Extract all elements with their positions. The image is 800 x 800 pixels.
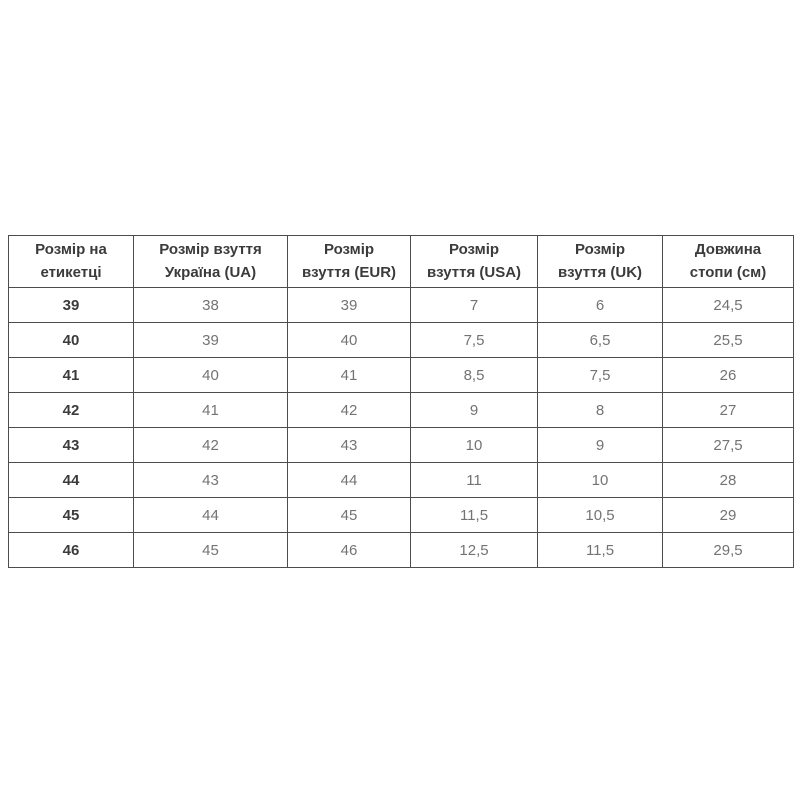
cell-foot-length: 29 xyxy=(662,497,794,533)
cell-foot-length: 28 xyxy=(662,462,794,498)
cell-ua-size: 38 xyxy=(133,287,288,323)
column-header-label-size: Розмір на етикетці xyxy=(8,235,134,288)
cell-label-size: 45 xyxy=(8,497,134,533)
table-row: 44 43 44 11 10 28 xyxy=(8,462,794,498)
cell-uk-size: 6 xyxy=(537,287,663,323)
cell-eur-size: 44 xyxy=(287,462,411,498)
cell-foot-length: 29,5 xyxy=(662,532,794,568)
cell-label-size: 40 xyxy=(8,322,134,358)
column-header-eur-size: Розмір взуття (EUR) xyxy=(287,235,411,288)
table-row: 42 41 42 9 8 27 xyxy=(8,392,794,428)
cell-usa-size: 9 xyxy=(410,392,538,428)
column-header-uk-size: Розмір взуття (UK) xyxy=(537,235,663,288)
cell-foot-length: 27,5 xyxy=(662,427,794,463)
cell-foot-length: 24,5 xyxy=(662,287,794,323)
cell-uk-size: 9 xyxy=(537,427,663,463)
cell-usa-size: 8,5 xyxy=(410,357,538,393)
table-row: 46 45 46 12,5 11,5 29,5 xyxy=(8,532,794,568)
cell-eur-size: 46 xyxy=(287,532,411,568)
column-header-foot-length: Довжина стопи (см) xyxy=(662,235,794,288)
cell-label-size: 46 xyxy=(8,532,134,568)
cell-eur-size: 45 xyxy=(287,497,411,533)
cell-label-size: 41 xyxy=(8,357,134,393)
table-row: 43 42 43 10 9 27,5 xyxy=(8,427,794,463)
column-header-usa-size: Розмір взуття (USA) xyxy=(410,235,538,288)
cell-eur-size: 43 xyxy=(287,427,411,463)
cell-usa-size: 12,5 xyxy=(410,532,538,568)
cell-label-size: 44 xyxy=(8,462,134,498)
cell-eur-size: 42 xyxy=(287,392,411,428)
cell-label-size: 42 xyxy=(8,392,134,428)
cell-ua-size: 39 xyxy=(133,322,288,358)
cell-ua-size: 42 xyxy=(133,427,288,463)
cell-label-size: 43 xyxy=(8,427,134,463)
cell-foot-length: 26 xyxy=(662,357,794,393)
cell-ua-size: 43 xyxy=(133,462,288,498)
cell-ua-size: 40 xyxy=(133,357,288,393)
cell-usa-size: 11 xyxy=(410,462,538,498)
column-header-ua-size: Розмір взуття Україна (UA) xyxy=(133,235,288,288)
cell-ua-size: 45 xyxy=(133,532,288,568)
table-row: 41 40 41 8,5 7,5 26 xyxy=(8,357,794,393)
shoe-size-chart-table: Розмір на етикетці Розмір взуття Україна… xyxy=(8,235,794,568)
table-row: 39 38 39 7 6 24,5 xyxy=(8,287,794,323)
cell-foot-length: 27 xyxy=(662,392,794,428)
cell-eur-size: 41 xyxy=(287,357,411,393)
cell-usa-size: 7,5 xyxy=(410,322,538,358)
cell-label-size: 39 xyxy=(8,287,134,323)
table-row: 40 39 40 7,5 6,5 25,5 xyxy=(8,322,794,358)
cell-uk-size: 7,5 xyxy=(537,357,663,393)
cell-ua-size: 41 xyxy=(133,392,288,428)
cell-usa-size: 10 xyxy=(410,427,538,463)
cell-eur-size: 40 xyxy=(287,322,411,358)
table-row: 45 44 45 11,5 10,5 29 xyxy=(8,497,794,533)
cell-uk-size: 8 xyxy=(537,392,663,428)
cell-uk-size: 10 xyxy=(537,462,663,498)
header-row: Розмір на етикетці Розмір взуття Україна… xyxy=(8,235,794,288)
cell-uk-size: 11,5 xyxy=(537,532,663,568)
cell-eur-size: 39 xyxy=(287,287,411,323)
cell-uk-size: 10,5 xyxy=(537,497,663,533)
cell-uk-size: 6,5 xyxy=(537,322,663,358)
cell-foot-length: 25,5 xyxy=(662,322,794,358)
cell-usa-size: 11,5 xyxy=(410,497,538,533)
cell-usa-size: 7 xyxy=(410,287,538,323)
cell-ua-size: 44 xyxy=(133,497,288,533)
